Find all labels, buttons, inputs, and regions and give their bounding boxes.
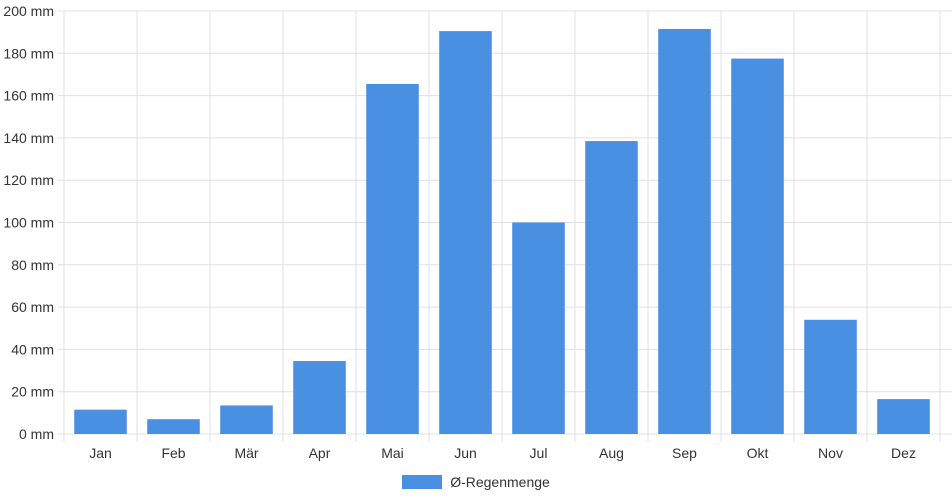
bar-jul [512, 222, 565, 434]
y-tick-label: 40 mm [11, 341, 54, 357]
y-tick-label: 140 mm [3, 130, 54, 146]
y-tick-label: 80 mm [11, 257, 54, 273]
y-tick-label: 200 mm [3, 3, 54, 19]
x-tick-label: Dez [891, 445, 916, 461]
x-tick-label: Sep [672, 445, 697, 461]
y-tick-label: 160 mm [3, 88, 54, 104]
bar-dez [877, 399, 930, 434]
y-tick-label: 60 mm [11, 299, 54, 315]
x-tick-label: Nov [818, 445, 843, 461]
bar-apr [293, 361, 346, 434]
bar-mai [366, 83, 419, 434]
bar-sep [658, 28, 711, 434]
y-tick-label: 0 mm [19, 426, 54, 442]
x-tick-label: Mai [381, 445, 404, 461]
x-tick-label: Jun [454, 445, 477, 461]
bar-nov [804, 319, 857, 434]
legend-swatch [402, 475, 443, 489]
bar-mär [220, 405, 273, 434]
bar-jan [74, 409, 127, 434]
bar-feb [147, 419, 200, 434]
y-tick-label: 180 mm [3, 45, 54, 61]
y-tick-label: 20 mm [11, 384, 54, 400]
x-tick-label: Jul [530, 445, 548, 461]
chart-legend: Ø-Regenmenge [0, 472, 952, 492]
x-tick-label: Feb [161, 445, 185, 461]
legend-label: Ø-Regenmenge [450, 474, 550, 490]
x-tick-label: Aug [599, 445, 624, 461]
x-tick-label: Jan [89, 445, 112, 461]
y-tick-label: 120 mm [3, 172, 54, 188]
chart-plot: 0 mm 20 mm 40 mm 60 mm 80 mm 100 mm 120 mm 140 … [3, 3, 952, 461]
x-tick-label: Okt [747, 445, 769, 461]
x-tick-label: Mär [234, 445, 258, 461]
y-tick-label: 100 mm [3, 215, 54, 231]
bar-aug [585, 141, 638, 434]
x-tick-label: Apr [309, 445, 331, 461]
bar-okt [731, 58, 784, 435]
bar-jun [439, 31, 492, 435]
